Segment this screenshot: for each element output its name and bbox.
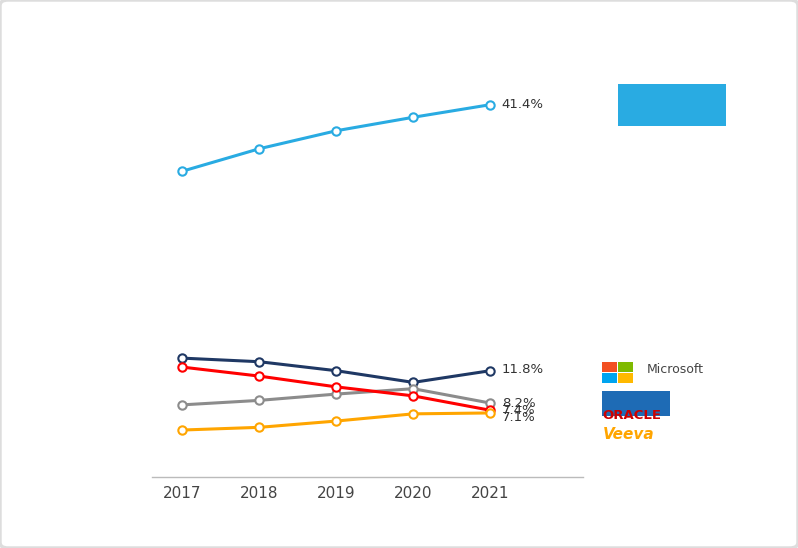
Text: salesforce: salesforce: [638, 99, 706, 111]
FancyBboxPatch shape: [602, 391, 670, 415]
Text: Veeva: Veeva: [602, 427, 654, 442]
Text: SAP: SAP: [617, 396, 645, 409]
Text: 7.1%: 7.1%: [502, 411, 535, 424]
Text: 8.2%: 8.2%: [502, 397, 535, 409]
Text: ORACLE: ORACLE: [602, 409, 662, 423]
Text: 7.4%: 7.4%: [502, 404, 535, 417]
Text: 11.8%: 11.8%: [502, 363, 544, 376]
Polygon shape: [655, 401, 670, 415]
Text: 41.4%: 41.4%: [502, 98, 543, 111]
FancyBboxPatch shape: [602, 78, 742, 132]
Text: Microsoft: Microsoft: [646, 363, 703, 375]
